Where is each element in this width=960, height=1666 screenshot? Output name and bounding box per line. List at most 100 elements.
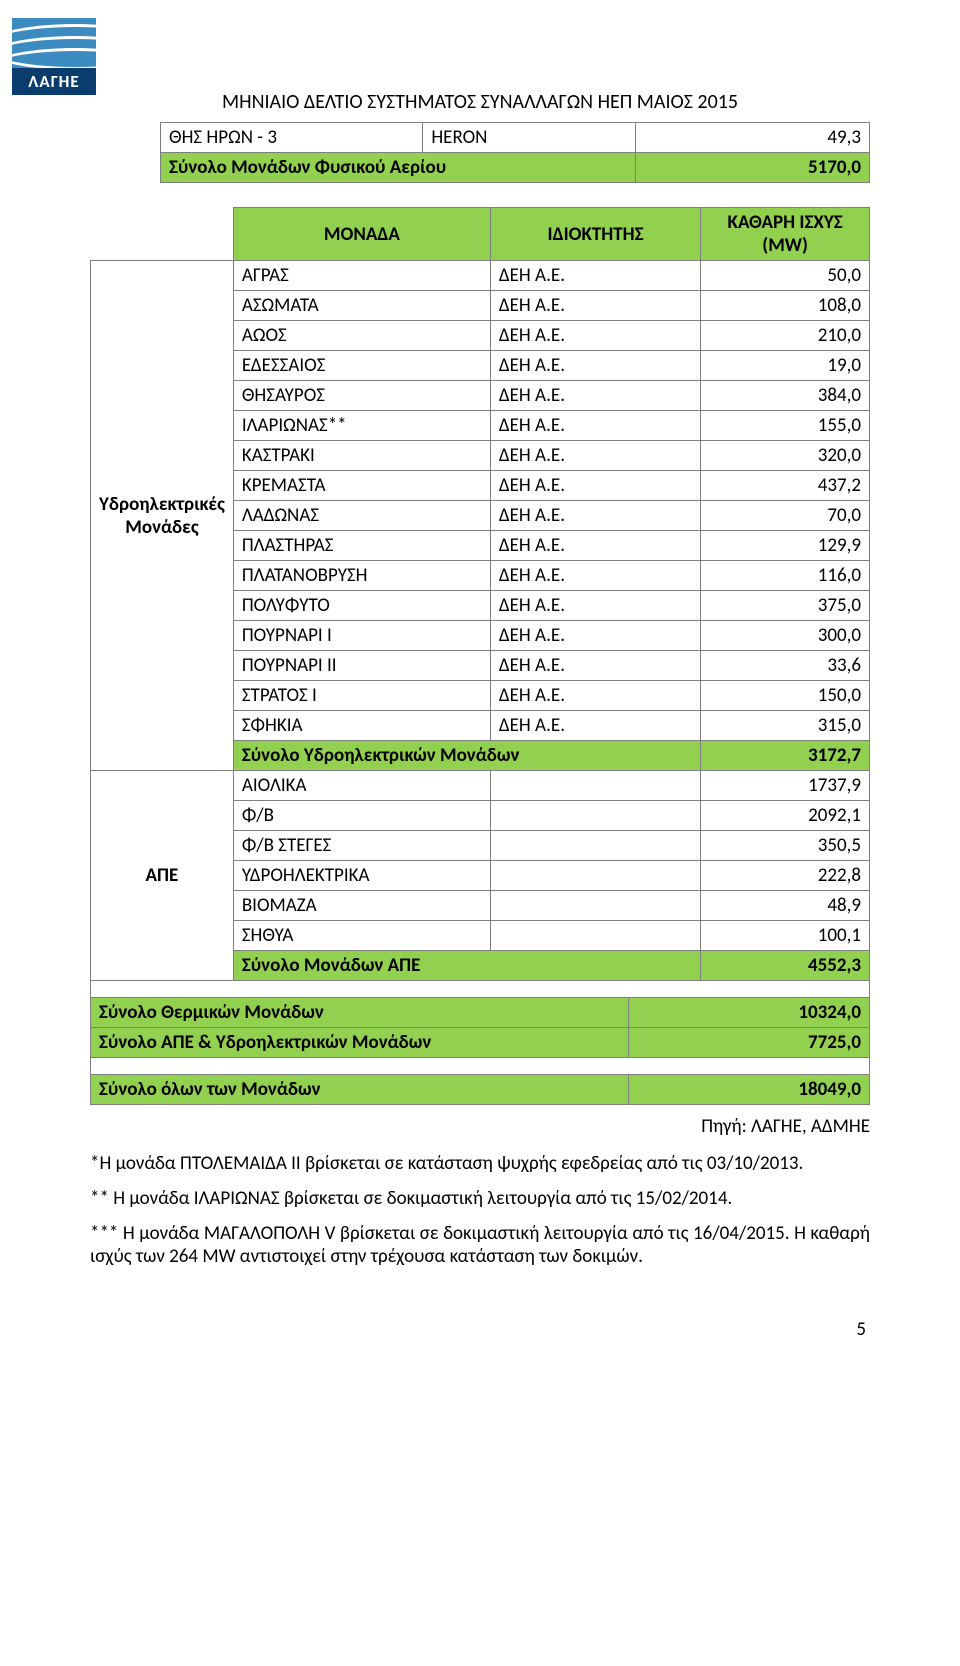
unit-name: ΕΔΕΣΣΑΙΟΣ — [233, 351, 490, 381]
unit-owner: ΔΕΗ Α.Ε. — [490, 441, 700, 471]
unit-name: ΣΤΡΑΤΟΣ Ι — [233, 681, 490, 711]
table-row: Υδροηλεκτρικές Μονάδες ΑΓΡΑΣ ΔΕΗ Α.Ε. 50… — [91, 261, 870, 291]
unit-value: 150,0 — [701, 681, 870, 711]
unit-value: 384,0 — [701, 381, 870, 411]
unit-name: ΚΑΣΤΡΑΚΙ — [233, 441, 490, 471]
unit-value: 300,0 — [701, 621, 870, 651]
table-row: ΘΗΣ ΗΡΩΝ - 3 HERON 49,3 — [161, 123, 870, 153]
unit-value: 320,0 — [701, 441, 870, 471]
table-row: ΑΠΕ ΑΙΟΛΙΚΑ 1737,9 — [91, 771, 870, 801]
total-label: Σύνολο όλων των Μονάδων — [91, 1075, 629, 1105]
gas-units-table: ΘΗΣ ΗΡΩΝ - 3 HERON 49,3 Σύνολο Μονάδων Φ… — [160, 122, 870, 183]
main-units-table: ΜΟΝΑΔΑ ΙΔΙΟΚΤΗΤΗΣ ΚΑΘΑΡΗ ΙΣΧΥΣ (MW) Υδρο… — [90, 207, 870, 981]
source-label: Πηγή: ΛΑΓΗΕ, ΑΔΜΗΕ — [90, 1115, 870, 1138]
unit-owner: ΔΕΗ Α.Ε. — [490, 621, 700, 651]
unit-owner: ΔΕΗ Α.Ε. — [490, 471, 700, 501]
logo-text: ΛΑΓΗΕ — [12, 68, 96, 95]
unit-name: ΠΛΑΣΤΗΡΑΣ — [233, 531, 490, 561]
unit-value: 116,0 — [701, 561, 870, 591]
unit-value: 100,1 — [701, 921, 870, 951]
unit-name: ΥΔΡΟΗΛΕΚΤΡΙΚΑ — [233, 861, 490, 891]
unit-owner — [490, 921, 700, 951]
ape-hydro-total-row: Σύνολο ΑΠΕ & Υδροηλεκτρικών Μονάδων 7725… — [91, 1028, 870, 1058]
total-value: 4552,3 — [701, 951, 870, 981]
page-number: 5 — [90, 1318, 870, 1341]
unit-owner — [490, 831, 700, 861]
unit-value: 155,0 — [701, 411, 870, 441]
col-unit: ΜΟΝΑΔΑ — [233, 208, 490, 261]
col-owner: ΙΔΙΟΚΤΗΤΗΣ — [490, 208, 700, 261]
total-value: 3172,7 — [701, 741, 870, 771]
unit-name: ΑΓΡΑΣ — [233, 261, 490, 291]
unit-value: 210,0 — [701, 321, 870, 351]
unit-name: ΛΑΔΩΝΑΣ — [233, 501, 490, 531]
unit-owner: ΔΕΗ Α.Ε. — [490, 351, 700, 381]
total-label: Σύνολο Μονάδων ΑΠΕ — [233, 951, 700, 981]
unit-value: 33,6 — [701, 651, 870, 681]
footnotes: *Η μονάδα ΠΤΟΛΕΜΑΙΔΑ ΙΙ βρίσκεται σε κατ… — [90, 1152, 870, 1268]
unit-value: 2092,1 — [701, 801, 870, 831]
unit-owner: ΔΕΗ Α.Ε. — [490, 381, 700, 411]
unit-value: 108,0 — [701, 291, 870, 321]
unit-value: 70,0 — [701, 501, 870, 531]
total-value: 7725,0 — [628, 1028, 869, 1058]
thermal-total-row: Σύνολο Θερμικών Μονάδων 10324,0 — [91, 998, 870, 1028]
gas-total-row: Σύνολο Μονάδων Φυσικού Αερίου 5170,0 — [161, 153, 870, 183]
unit-owner: ΔΕΗ Α.Ε. — [490, 561, 700, 591]
unit-owner: ΔΕΗ Α.Ε. — [490, 411, 700, 441]
unit-value: 315,0 — [701, 711, 870, 741]
hydro-group-label: Υδροηλεκτρικές Μονάδες — [91, 261, 234, 771]
unit-value: 129,9 — [701, 531, 870, 561]
unit-name: ΑΩΟΣ — [233, 321, 490, 351]
unit-owner — [490, 891, 700, 921]
total-label: Σύνολο ΑΠΕ & Υδροηλεκτρικών Μονάδων — [91, 1028, 629, 1058]
footnote-2: ** Η μονάδα ΙΛΑΡΙΩΝΑΣ βρίσκεται σε δοκιμ… — [90, 1187, 870, 1210]
header-row: ΜΟΝΑΔΑ ΙΔΙΟΚΤΗΤΗΣ ΚΑΘΑΡΗ ΙΣΧΥΣ (MW) — [91, 208, 870, 261]
spacer-row — [91, 981, 870, 998]
total-label: Σύνολο Μονάδων Φυσικού Αερίου — [161, 153, 636, 183]
footnote-3: *** Η μονάδα ΜΑΓΑΛΟΠΟΛΗ V βρίσκεται σε δ… — [90, 1222, 870, 1268]
unit-owner: ΔΕΗ Α.Ε. — [490, 531, 700, 561]
unit-owner — [490, 771, 700, 801]
unit-name: ΑΣΩΜΑΤΑ — [233, 291, 490, 321]
logo-graphic — [12, 18, 96, 68]
unit-value: 49,3 — [636, 123, 870, 153]
unit-value: 437,2 — [701, 471, 870, 501]
unit-owner — [490, 861, 700, 891]
unit-owner: ΔΕΗ Α.Ε. — [490, 501, 700, 531]
unit-name: ΚΡΕΜΑΣΤΑ — [233, 471, 490, 501]
unit-name: ΠΟΥΡΝΑΡΙ ΙΙ — [233, 651, 490, 681]
unit-owner: HERON — [423, 123, 636, 153]
unit-name: Φ/Β — [233, 801, 490, 831]
total-label: Σύνολο Θερμικών Μονάδων — [91, 998, 629, 1028]
unit-name: ΠΛΑΤΑΝΟΒΡΥΣΗ — [233, 561, 490, 591]
total-value: 10324,0 — [628, 998, 869, 1028]
unit-owner: ΔΕΗ Α.Ε. — [490, 291, 700, 321]
unit-owner — [490, 801, 700, 831]
unit-name: ΙΛΑΡΙΩΝΑΣ** — [233, 411, 490, 441]
unit-owner: ΔΕΗ Α.Ε. — [490, 651, 700, 681]
unit-name: ΑΙΟΛΙΚΑ — [233, 771, 490, 801]
unit-name: ΣΦΗΚΙΑ — [233, 711, 490, 741]
unit-value: 350,5 — [701, 831, 870, 861]
unit-value: 375,0 — [701, 591, 870, 621]
unit-value: 50,0 — [701, 261, 870, 291]
spacer-row — [91, 1058, 870, 1075]
total-value: 18049,0 — [628, 1075, 869, 1105]
unit-value: 19,0 — [701, 351, 870, 381]
unit-owner: ΔΕΗ Α.Ε. — [490, 261, 700, 291]
unit-owner: ΔΕΗ Α.Ε. — [490, 591, 700, 621]
unit-name: ΒΙΟΜΑΖΑ — [233, 891, 490, 921]
unit-value: 48,9 — [701, 891, 870, 921]
grand-total-row: Σύνολο όλων των Μονάδων 18049,0 — [91, 1075, 870, 1105]
unit-value: 1737,9 — [701, 771, 870, 801]
col-power: ΚΑΘΑΡΗ ΙΣΧΥΣ (MW) — [701, 208, 870, 261]
unit-name: Φ/Β ΣΤΕΓΕΣ — [233, 831, 490, 861]
total-value: 5170,0 — [636, 153, 870, 183]
unit-owner: ΔΕΗ Α.Ε. — [490, 711, 700, 741]
totals-table: Σύνολο Θερμικών Μονάδων 10324,0 Σύνολο Α… — [90, 981, 870, 1105]
unit-owner: ΔΕΗ Α.Ε. — [490, 681, 700, 711]
logo: ΛΑΓΗΕ — [12, 18, 96, 95]
ape-group-label: ΑΠΕ — [91, 771, 234, 981]
document-title: ΜΗΝΙΑΙΟ ΔΕΛΤΙΟ ΣΥΣΤΗΜΑΤΟΣ ΣΥΝΑΛΛΑΓΩΝ ΗΕΠ… — [90, 90, 870, 114]
